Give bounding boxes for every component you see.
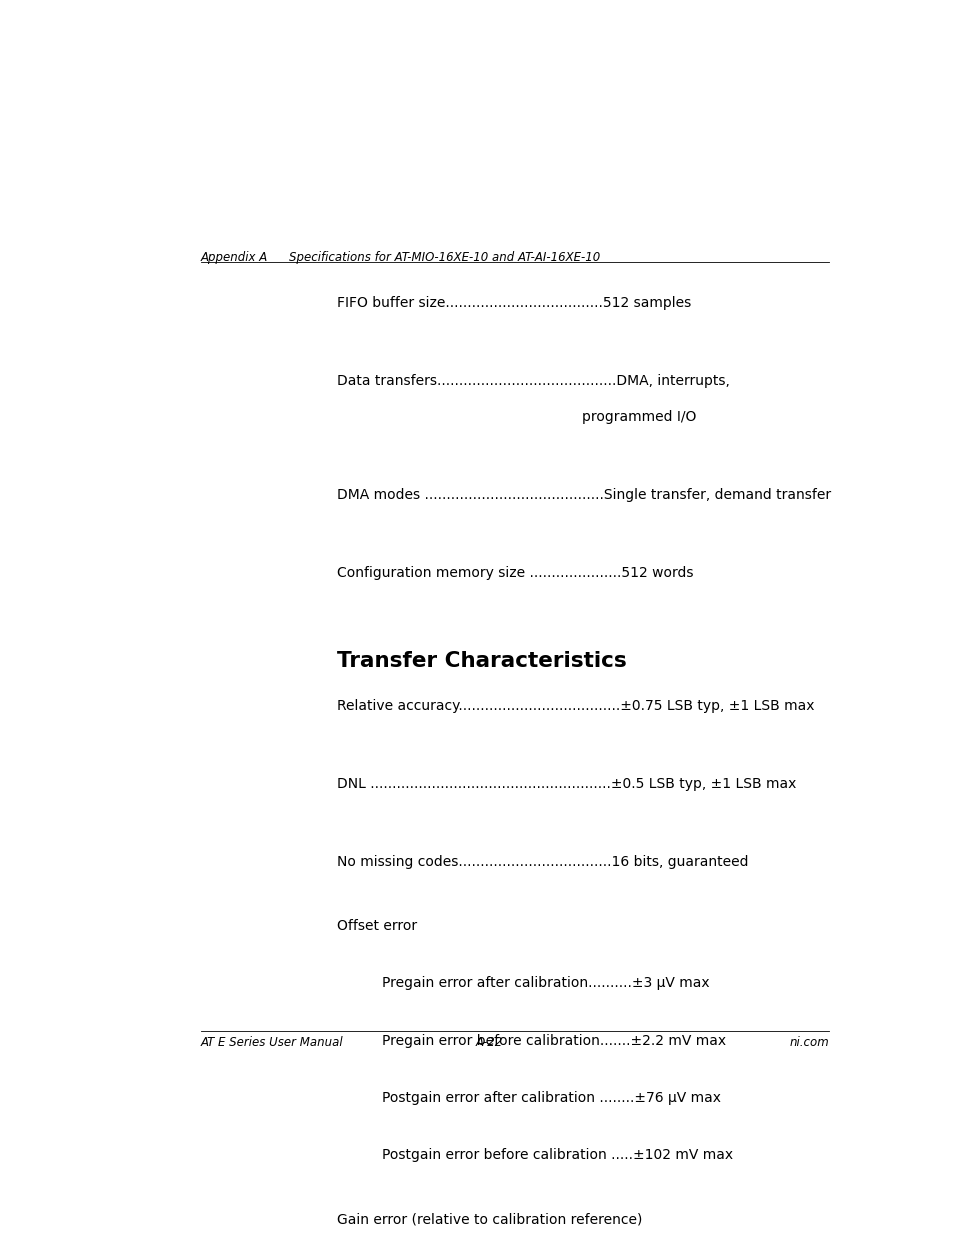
Text: Specifications for AT-MIO-16XE-10 and AT-AI-16XE-10: Specifications for AT-MIO-16XE-10 and AT… — [289, 251, 600, 264]
Text: No missing codes...................................16 bits, guaranteed: No missing codes........................… — [337, 855, 748, 868]
Text: Appendix A: Appendix A — [200, 251, 268, 264]
Text: DNL .......................................................±0.5 LSB typ, ±1 LSB : DNL ....................................… — [337, 777, 796, 790]
Text: ni.com: ni.com — [788, 1036, 828, 1050]
Text: Gain error (relative to calibration reference): Gain error (relative to calibration refe… — [337, 1213, 642, 1226]
Text: Configuration memory size .....................512 words: Configuration memory size ..............… — [337, 566, 693, 579]
Text: FIFO buffer size....................................512 samples: FIFO buffer size........................… — [337, 295, 691, 310]
Text: Relative accuracy.....................................±0.75 LSB typ, ±1 LSB max: Relative accuracy.......................… — [337, 699, 814, 713]
Text: Transfer Characteristics: Transfer Characteristics — [337, 651, 626, 672]
Text: DMA modes .........................................Single transfer, demand trans: DMA modes ..............................… — [337, 488, 831, 501]
Text: AT E Series User Manual: AT E Series User Manual — [200, 1036, 343, 1050]
Text: A-22: A-22 — [475, 1036, 502, 1050]
Text: Pregain error before calibration.......±2.2 mV max: Pregain error before calibration.......±… — [381, 1034, 725, 1047]
Text: Pregain error after calibration..........±3 μV max: Pregain error after calibration.........… — [381, 977, 709, 990]
Text: Postgain error after calibration ........±76 μV max: Postgain error after calibration .......… — [381, 1091, 720, 1104]
Text: programmed I/O: programmed I/O — [337, 410, 696, 424]
Text: Offset error: Offset error — [337, 919, 417, 934]
Text: Postgain error before calibration .....±102 mV max: Postgain error before calibration .....±… — [381, 1147, 732, 1162]
Text: Data transfers.........................................DMA, interrupts,: Data transfers..........................… — [337, 373, 729, 388]
